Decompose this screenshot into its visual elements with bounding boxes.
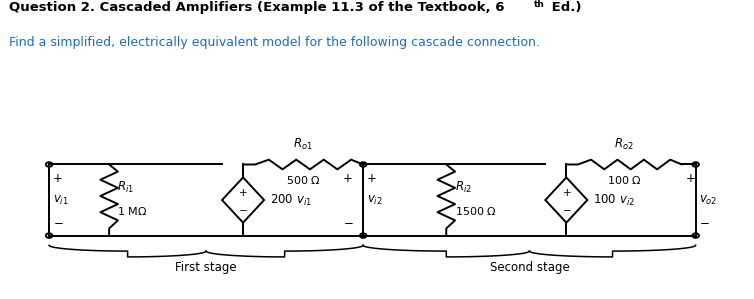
Text: $-$: $-$ [343, 215, 354, 228]
Text: Ed.): Ed.) [547, 1, 582, 14]
Text: $R_{i1}$: $R_{i1}$ [118, 180, 134, 195]
Text: $+$: $+$ [685, 172, 695, 185]
Text: $-$: $-$ [53, 215, 63, 228]
Text: $100\ v_{i2}$: $100\ v_{i2}$ [593, 193, 635, 208]
Text: Find a simplified, electrically equivalent model for the following cascade conne: Find a simplified, electrically equivale… [9, 36, 540, 49]
Text: $v_{i2}$: $v_{i2}$ [367, 193, 382, 207]
Text: $-$: $-$ [700, 215, 710, 228]
Text: $+$: $+$ [238, 187, 248, 198]
Text: Question 2. Cascaded Amplifiers (Example 11.3 of the Textbook, 6: Question 2. Cascaded Amplifiers (Example… [9, 1, 504, 14]
Text: $1\ \mathrm{M\Omega}$: $1\ \mathrm{M\Omega}$ [118, 205, 148, 217]
Text: $v_{i1}$: $v_{i1}$ [53, 193, 69, 207]
Text: First stage: First stage [176, 261, 237, 274]
Text: $200\ v_{i1}$: $200\ v_{i1}$ [270, 193, 311, 208]
Text: th: th [534, 0, 544, 9]
Text: Second stage: Second stage [489, 261, 569, 274]
Text: +: + [343, 172, 353, 185]
Text: $v_{o2}$: $v_{o2}$ [700, 193, 718, 207]
Text: $R_{o1}$: $R_{o1}$ [293, 137, 313, 152]
Text: $+$: $+$ [366, 172, 376, 185]
Text: +: + [53, 172, 63, 185]
Text: $+$: $+$ [562, 187, 571, 198]
Text: $-$: $-$ [562, 204, 572, 214]
Text: $R_{o2}$: $R_{o2}$ [615, 137, 634, 152]
Text: $100\ \Omega$: $100\ \Omega$ [607, 173, 642, 186]
Text: $R_{i2}$: $R_{i2}$ [455, 180, 471, 195]
Text: $1500\ \Omega$: $1500\ \Omega$ [455, 205, 497, 217]
Text: $500\ \Omega$: $500\ \Omega$ [286, 173, 320, 186]
Text: $-$: $-$ [238, 204, 248, 214]
